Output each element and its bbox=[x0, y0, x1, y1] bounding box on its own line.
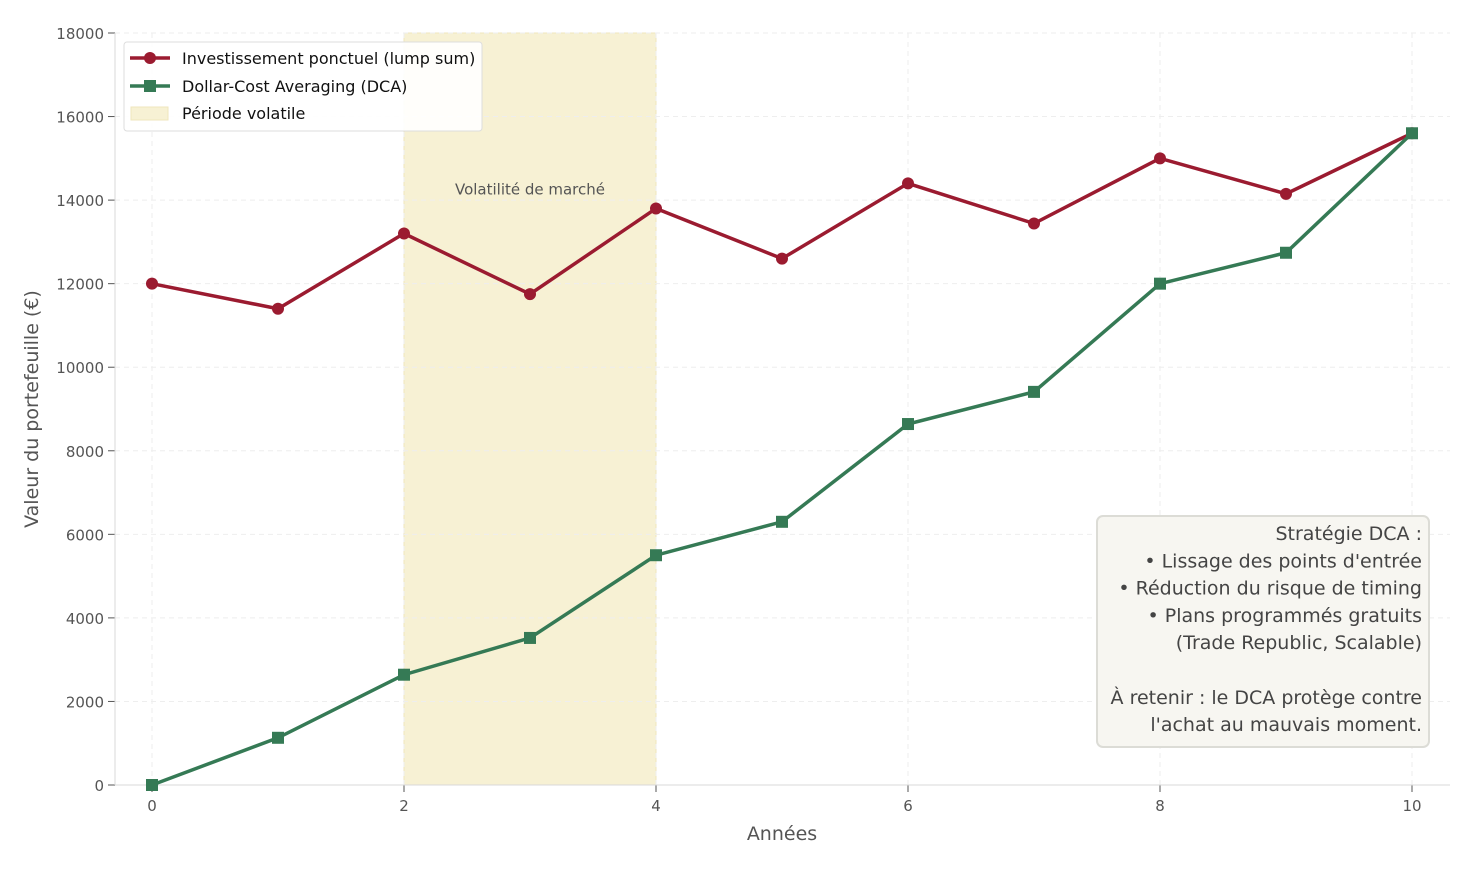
data-point bbox=[398, 227, 410, 240]
data-point bbox=[524, 288, 536, 301]
x-tick-label: 6 bbox=[903, 797, 913, 815]
data-point bbox=[1154, 277, 1166, 290]
legend-swatch bbox=[130, 106, 169, 121]
legend-marker bbox=[144, 80, 156, 92]
y-tick-label: 18000 bbox=[56, 25, 104, 43]
data-point bbox=[272, 731, 284, 744]
info-box-line: l'achat au mauvais moment. bbox=[1150, 714, 1422, 736]
legend-marker bbox=[144, 52, 156, 64]
info-box-line: • Plans programmés gratuits bbox=[1148, 605, 1422, 627]
info-box-line: • Lissage des points d'entrée bbox=[1144, 550, 1422, 572]
data-point bbox=[1406, 127, 1418, 140]
legend-label: Période volatile bbox=[182, 104, 305, 123]
y-tick-label: 4000 bbox=[66, 610, 104, 628]
data-point bbox=[398, 668, 410, 681]
volatile-region bbox=[403, 32, 657, 786]
data-point bbox=[902, 177, 914, 190]
info-box-line: (Trade Republic, Scalable) bbox=[1176, 632, 1422, 654]
info-box-line: À retenir : le DCA protège contre bbox=[1111, 686, 1422, 709]
x-tick-label: 8 bbox=[1155, 797, 1165, 815]
x-tick-label: 0 bbox=[147, 797, 157, 815]
legend-label: Investissement ponctuel (lump sum) bbox=[182, 49, 475, 68]
info-box-bg bbox=[1096, 515, 1430, 748]
data-point bbox=[776, 515, 788, 528]
y-tick-label: 2000 bbox=[66, 693, 104, 711]
data-point bbox=[1280, 187, 1292, 200]
data-point bbox=[650, 549, 662, 562]
legend: Investissement ponctuel (lump sum) Dollar… bbox=[123, 41, 483, 132]
info-box-line: Stratégie DCA : bbox=[1275, 523, 1422, 545]
y-axis-label: Valeur du portefeuille (€) bbox=[21, 290, 43, 528]
y-tick-label: 10000 bbox=[56, 359, 104, 377]
x-tick-label: 10 bbox=[1402, 797, 1421, 815]
y-tick-label: 12000 bbox=[56, 276, 104, 294]
data-point bbox=[272, 302, 284, 315]
x-tick-label: 4 bbox=[651, 797, 661, 815]
data-point bbox=[902, 418, 914, 431]
data-point bbox=[1280, 246, 1292, 259]
data-point bbox=[776, 252, 788, 265]
data-point bbox=[146, 277, 158, 290]
y-tick-label: 14000 bbox=[56, 192, 104, 210]
data-point bbox=[1028, 385, 1040, 398]
series-dca bbox=[146, 127, 1418, 791]
x-tick-label: 2 bbox=[399, 797, 409, 815]
data-point bbox=[524, 631, 536, 644]
y-tick-label: 16000 bbox=[56, 109, 104, 127]
data-point bbox=[146, 779, 158, 791]
data-point bbox=[650, 202, 662, 215]
series-line bbox=[151, 131, 1413, 311]
legend-box bbox=[123, 41, 483, 132]
data-point bbox=[1154, 152, 1166, 165]
volatile-annotation: Volatilité de marché bbox=[455, 181, 605, 199]
series-lump-sum bbox=[146, 127, 1418, 315]
y-tick-label: 0 bbox=[94, 777, 104, 795]
info-box-line: • Réduction du risque de timing bbox=[1118, 578, 1422, 600]
y-tick-label: 8000 bbox=[66, 443, 104, 461]
info-box: Stratégie DCA : • Lissage des points d'en… bbox=[1096, 515, 1430, 748]
x-axis-label: Années bbox=[747, 823, 817, 845]
legend-label: Dollar-Cost Averaging (DCA) bbox=[182, 77, 407, 96]
y-tick-label: 6000 bbox=[66, 526, 104, 544]
data-point bbox=[1028, 217, 1040, 230]
